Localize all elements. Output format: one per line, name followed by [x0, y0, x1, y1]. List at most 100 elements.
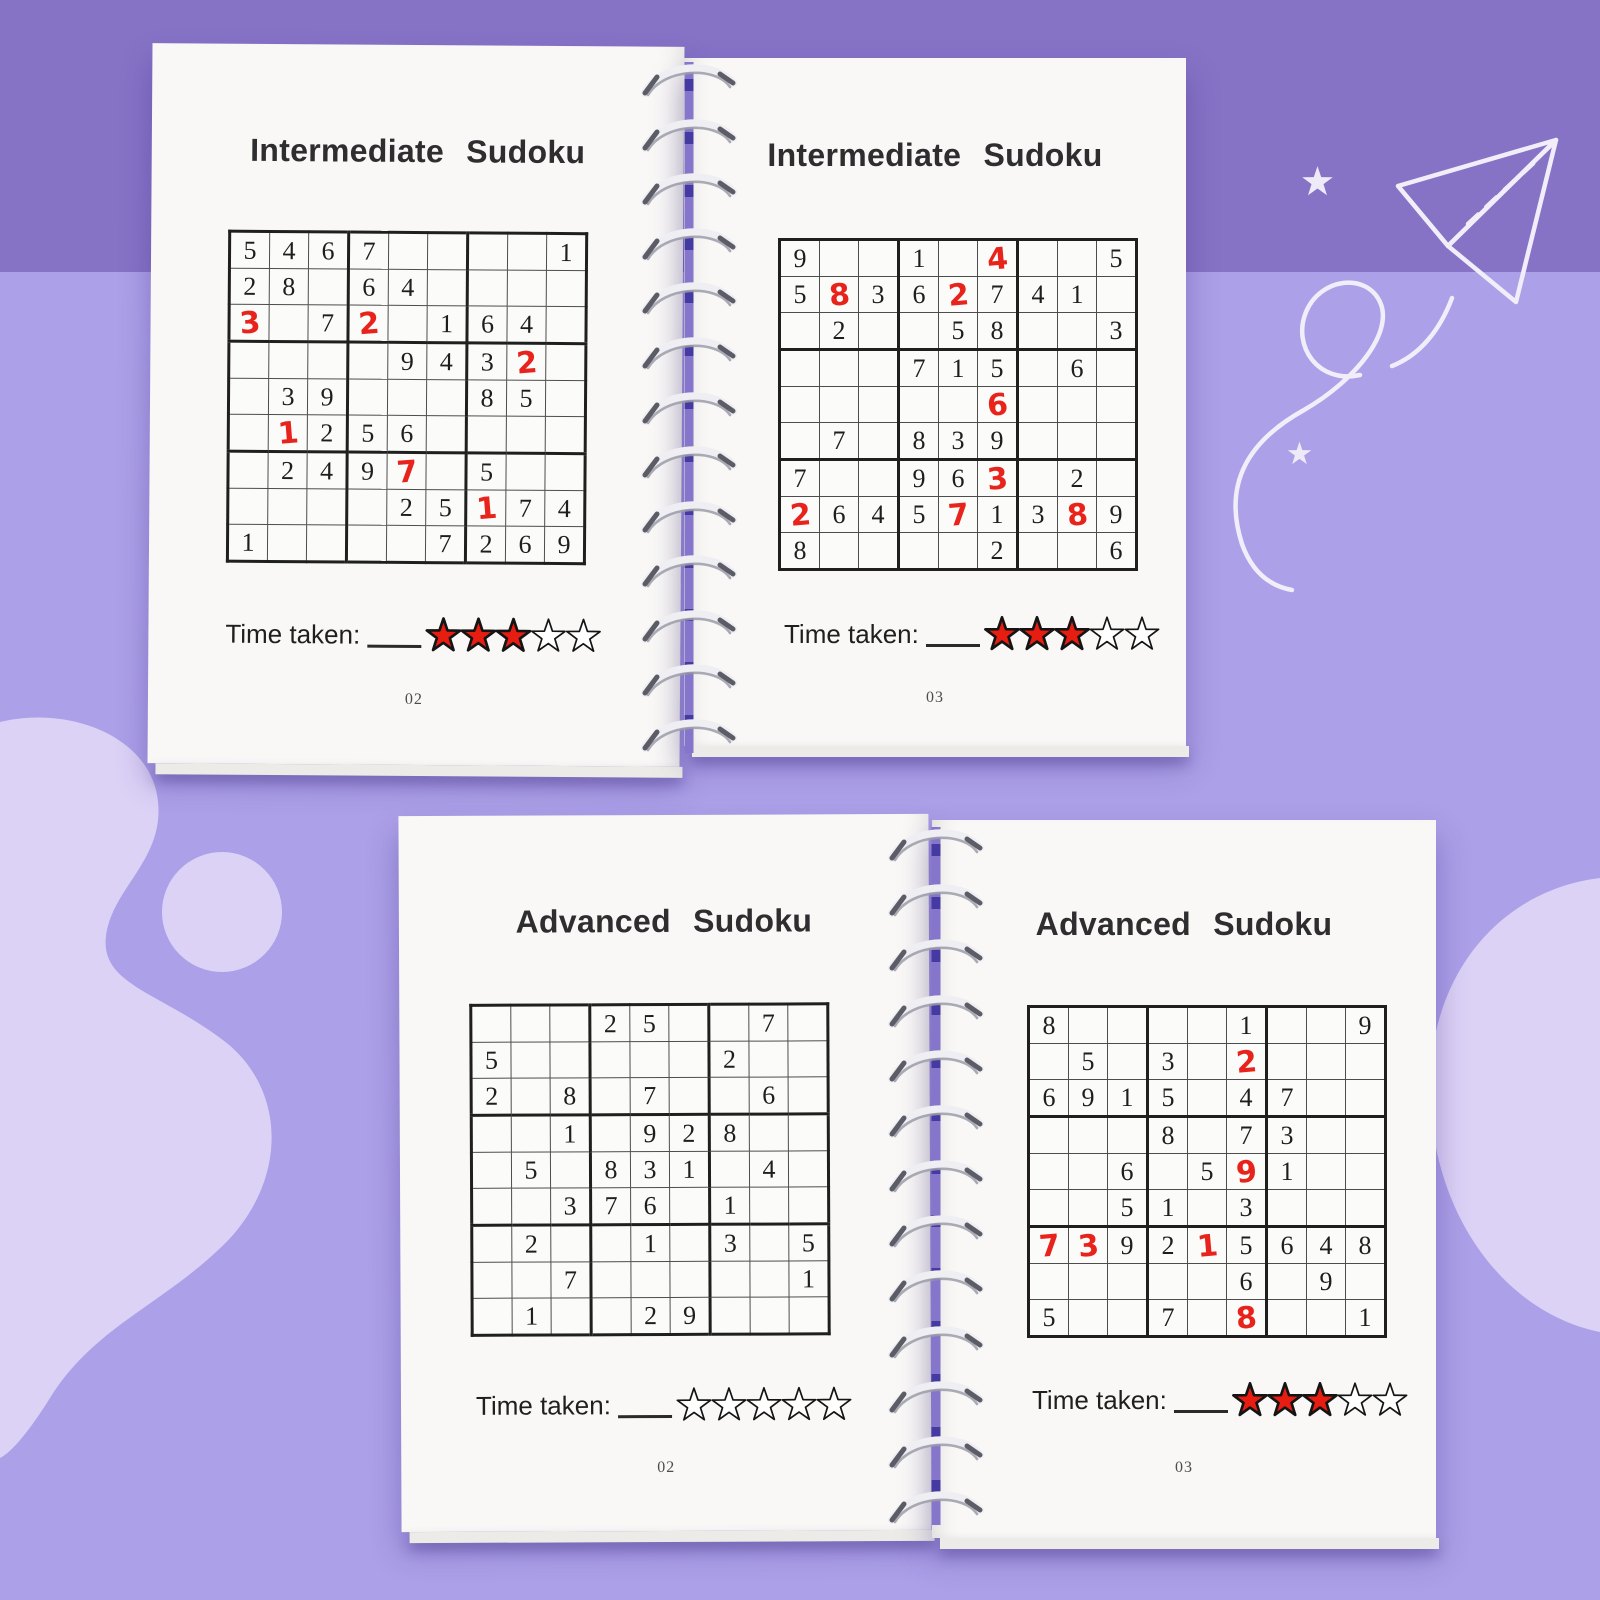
sudoku-cell: 2 — [386, 489, 426, 526]
sudoku-cell — [346, 525, 387, 563]
sudoku-cell — [425, 452, 467, 490]
swirl-trail-doodle — [1389, 295, 1455, 369]
sudoku-cell — [511, 1115, 551, 1153]
sudoku-cell — [1017, 386, 1058, 423]
sudoku-cell — [267, 524, 307, 562]
spiral-coil — [884, 825, 988, 865]
sudoku-cell: 7 — [898, 349, 939, 387]
sudoku-cell: 9 — [1345, 1006, 1386, 1044]
spiral-coil — [637, 606, 741, 646]
sudoku-cell: 1 — [512, 1297, 552, 1336]
sudoku-cell: 2 — [669, 1114, 710, 1152]
sudoku-cell: 9 — [307, 378, 348, 416]
sudoku-cell — [268, 341, 308, 379]
sudoku-cell: 1 — [709, 1187, 750, 1225]
sudoku-cell: 3 — [709, 1224, 750, 1262]
star-icon-empty — [815, 1384, 853, 1424]
sudoku-cell: 1 — [630, 1224, 670, 1262]
handwritten-digit-cell: 2 — [937, 274, 979, 315]
spiral-coil — [637, 224, 741, 264]
sudoku-cell: 4 — [749, 1150, 789, 1188]
sudoku-cell — [1068, 1006, 1108, 1044]
sudoku-cell — [1306, 1189, 1346, 1228]
spiral-coil — [637, 442, 741, 482]
sudoku-cell — [1068, 1263, 1108, 1300]
handwritten-digit-cell: 1 — [266, 413, 309, 454]
sudoku-cell — [306, 524, 347, 563]
sudoku-cell — [549, 1004, 590, 1043]
sudoku-cell — [1107, 1263, 1149, 1300]
sudoku-cell — [228, 341, 269, 379]
sudoku-cell — [1107, 1299, 1149, 1337]
sudoku-cell: 3 — [1266, 1116, 1307, 1154]
sudoku-cell: 5 — [229, 231, 270, 269]
sudoku-cell — [227, 488, 268, 525]
sudoku-cell — [471, 1225, 512, 1263]
time-blank-line — [1173, 1388, 1228, 1413]
sudoku-cell: 6 — [1028, 1079, 1069, 1118]
sudoku-cell: 5 — [1226, 1226, 1268, 1264]
star-icon-empty — [1336, 1380, 1374, 1420]
sudoku-cell: 1 — [1266, 1153, 1307, 1190]
sudoku-cell — [228, 414, 269, 452]
sudoku-cell: 6 — [1226, 1263, 1268, 1300]
sudoku-cell — [898, 532, 939, 570]
sudoku-cell — [1345, 1153, 1386, 1190]
sudoku-cell — [630, 1261, 671, 1298]
sudoku-cell: 1 — [546, 233, 587, 271]
sudoku-cell — [308, 268, 349, 306]
handwritten-digit-cell: 7 — [937, 494, 979, 535]
sudoku-cell — [788, 1150, 829, 1187]
sudoku-cell — [307, 341, 348, 380]
sudoku-cell — [938, 532, 978, 570]
star-icon-filled — [1301, 1380, 1339, 1420]
sudoku-cell: 3 — [1147, 1043, 1188, 1080]
star-rating — [983, 614, 1161, 654]
sudoku-cell: 5 — [629, 1004, 669, 1042]
sudoku-cell — [1306, 1116, 1346, 1154]
sudoku-cell: 2 — [631, 1297, 671, 1335]
sudoku-cell — [506, 416, 546, 454]
sudoku-cell: 1 — [977, 496, 1019, 533]
sudoku-cell: 1 — [1147, 1189, 1188, 1228]
sudoku-cell — [858, 386, 900, 423]
sudoku-cell: 2 — [307, 414, 348, 453]
sudoku-cell: 5 — [779, 276, 820, 313]
handwritten-digit-cell: 9 — [1225, 1151, 1268, 1192]
sudoku-cell — [1096, 459, 1137, 497]
sudoku-cell — [788, 1076, 829, 1114]
sudoku-cell: 3 — [938, 422, 978, 461]
sudoku-cell — [1266, 1299, 1307, 1337]
sudoku-cell: 2 — [1147, 1226, 1188, 1264]
sudoku-cell — [669, 1077, 710, 1115]
sudoku-cell: 9 — [387, 342, 427, 380]
sudoku-cell — [550, 1151, 591, 1188]
spiral-coil — [637, 497, 741, 537]
sudoku-cell — [749, 1113, 789, 1152]
handwritten-digit-cell: 3 — [1066, 1224, 1110, 1266]
sudoku-cell — [426, 415, 467, 453]
sudoku-cell — [748, 1040, 789, 1078]
sudoku-cell — [1028, 1189, 1069, 1228]
sudoku-cell: 4 — [306, 451, 348, 490]
star-icon-filled — [424, 615, 462, 655]
sudoku-cell — [1187, 1189, 1227, 1228]
sudoku-cell — [227, 451, 269, 489]
sudoku-cell — [1096, 386, 1137, 423]
sudoku-cell — [1057, 422, 1097, 461]
sudoku-cell: 7 — [307, 304, 349, 343]
sudoku-cell: 4 — [1226, 1079, 1268, 1118]
sudoku-cell — [1107, 1043, 1149, 1080]
star-icon-filled — [1266, 1380, 1304, 1420]
sudoku-cell: 5 — [511, 1151, 551, 1189]
handwritten-digit-cell: 1 — [1185, 1224, 1229, 1266]
spiral-coil — [884, 1156, 988, 1196]
handwritten-digit-cell: 4 — [975, 237, 1020, 279]
sudoku-cell — [1017, 422, 1058, 461]
spiral-coil — [637, 60, 741, 100]
sudoku-cell — [1187, 1079, 1227, 1118]
star-icon-empty — [780, 1384, 818, 1424]
